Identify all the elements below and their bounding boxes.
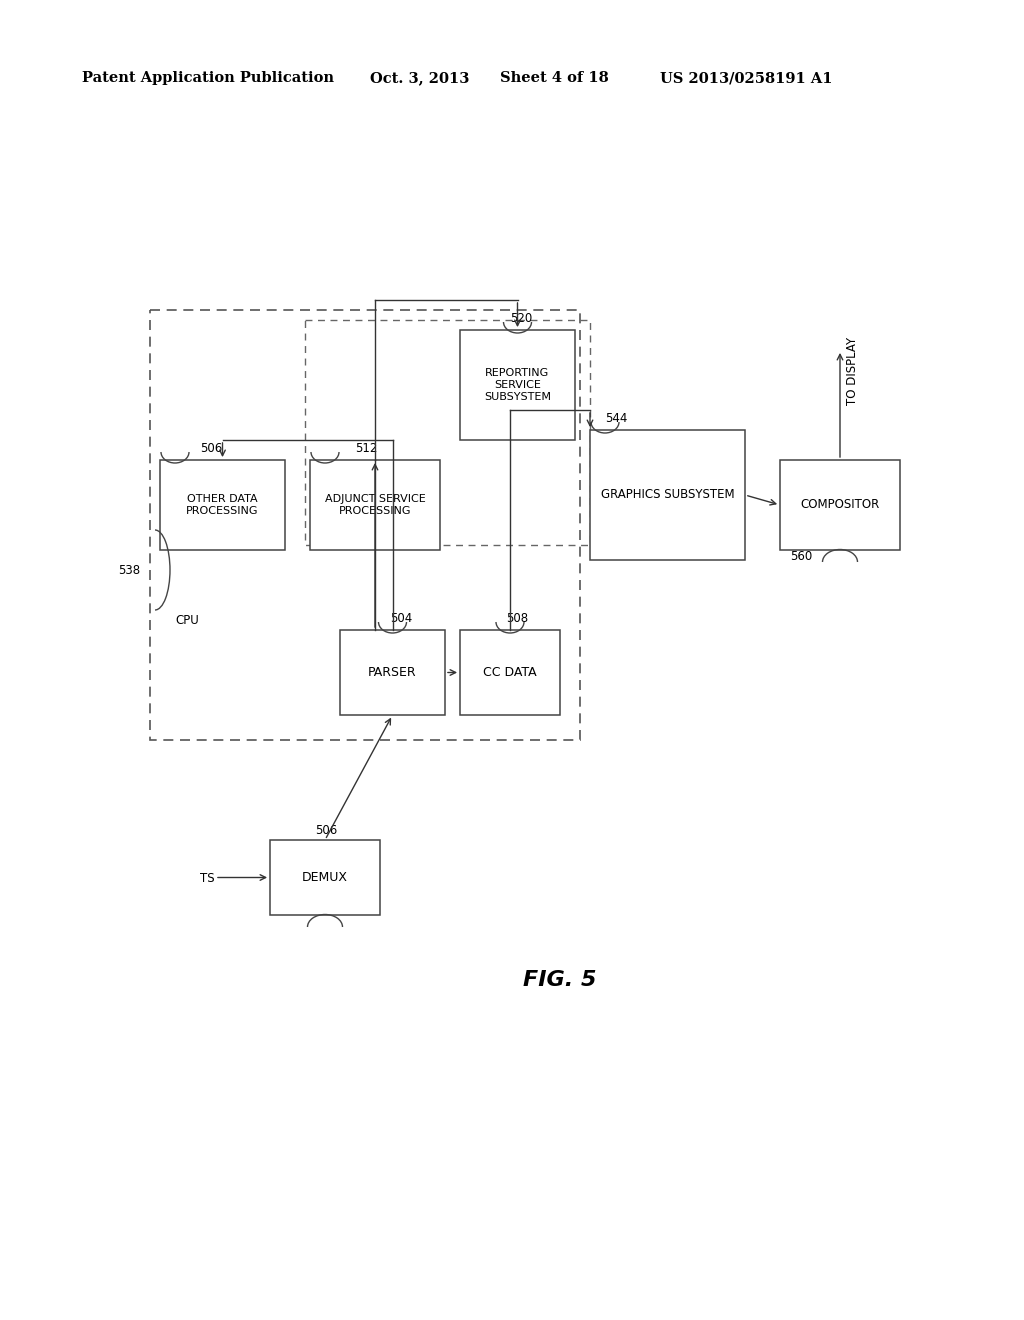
Text: TO DISPLAY: TO DISPLAY — [846, 337, 858, 405]
Bar — [590, 430, 745, 560]
Bar — [460, 630, 560, 715]
Text: COMPOSITOR: COMPOSITOR — [801, 499, 880, 511]
Text: TS: TS — [201, 871, 215, 884]
Bar — [150, 310, 580, 741]
Bar — [780, 459, 900, 550]
Text: US 2013/0258191 A1: US 2013/0258191 A1 — [660, 71, 833, 84]
Bar — [305, 319, 590, 545]
Bar — [310, 459, 440, 550]
Text: FIG. 5: FIG. 5 — [523, 970, 597, 990]
Text: CC DATA: CC DATA — [483, 667, 537, 678]
Text: REPORTING
SERVICE
SUBSYSTEM: REPORTING SERVICE SUBSYSTEM — [484, 368, 551, 401]
Text: 508: 508 — [506, 611, 528, 624]
Text: GRAPHICS SUBSYSTEM: GRAPHICS SUBSYSTEM — [601, 488, 734, 502]
Text: 512: 512 — [355, 442, 378, 455]
Bar — [340, 630, 445, 715]
Text: 506: 506 — [315, 824, 337, 837]
Text: OTHER DATA
PROCESSING: OTHER DATA PROCESSING — [186, 494, 259, 516]
Bar — [270, 840, 380, 915]
Bar — [460, 330, 575, 440]
Text: CPU: CPU — [175, 614, 199, 627]
Text: DEMUX: DEMUX — [302, 871, 348, 884]
Text: Oct. 3, 2013: Oct. 3, 2013 — [370, 71, 469, 84]
Text: Sheet 4 of 18: Sheet 4 of 18 — [500, 71, 608, 84]
Text: PARSER: PARSER — [369, 667, 417, 678]
Bar — [160, 459, 285, 550]
Text: 504: 504 — [390, 611, 413, 624]
Text: 538: 538 — [118, 564, 140, 577]
Text: 544: 544 — [605, 412, 628, 425]
Text: 520: 520 — [510, 313, 532, 326]
Text: ADJUNCT SERVICE
PROCESSING: ADJUNCT SERVICE PROCESSING — [325, 494, 425, 516]
Text: 560: 560 — [790, 549, 812, 562]
Text: Patent Application Publication: Patent Application Publication — [82, 71, 334, 84]
Text: 506: 506 — [200, 442, 222, 455]
